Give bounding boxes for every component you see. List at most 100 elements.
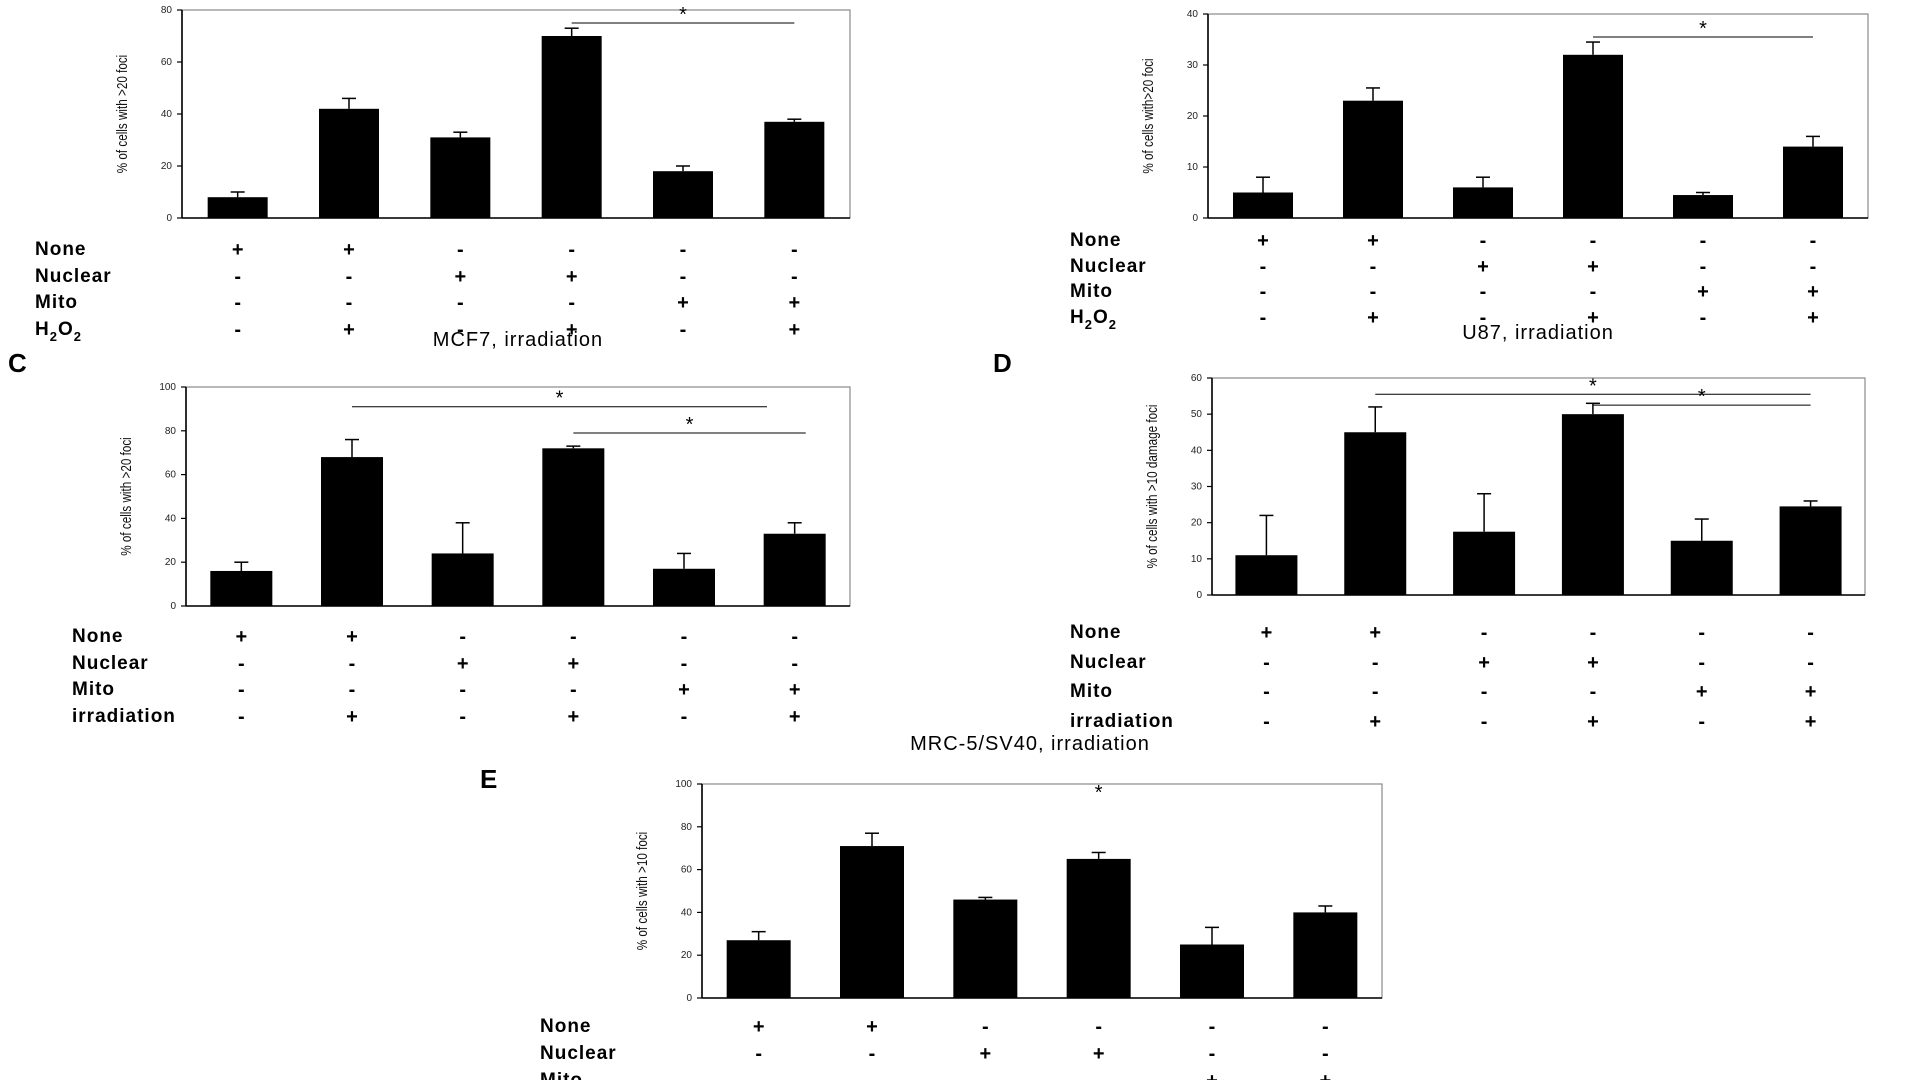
panel-b-y-tick-label: 40 <box>1187 9 1199 20</box>
panel-b-row-sign: - <box>1260 307 1267 329</box>
panel-d-row-sign: + <box>1805 681 1817 703</box>
panel-a-row-sign: + <box>454 266 466 288</box>
panel-a-row-label-part: O <box>58 319 74 340</box>
panel-c-row-sign: + <box>567 706 579 728</box>
panel-c-row-sign: - <box>570 626 577 648</box>
panel-b-y-tick-label: 30 <box>1187 60 1199 71</box>
panel-b-bar <box>1453 187 1513 218</box>
panel-d-y-tick-label: 30 <box>1191 482 1203 493</box>
panel-a-row-label-part: H <box>35 319 50 340</box>
panel-c-row-label: irradiation <box>72 706 176 727</box>
panel-d-row-sign: - <box>1807 622 1814 644</box>
panel-c-y-tick-label: 40 <box>165 513 177 524</box>
panel-c-significance-star: * <box>686 414 694 436</box>
panel-b-row-sign: + <box>1807 281 1819 303</box>
panel-d-row-sign: + <box>1369 711 1381 733</box>
panel-e-row-sign: - <box>1095 1016 1102 1038</box>
panel-b-y-tick-label: 10 <box>1187 162 1199 173</box>
panel-c-y-tick-label: 60 <box>165 470 177 481</box>
panel-b-row-sign: - <box>1700 230 1707 252</box>
panel-c-y-tick-label: 80 <box>165 426 177 437</box>
panel-a-row-sign: - <box>234 292 241 314</box>
panel-a-row-label-part: 2 <box>74 329 82 344</box>
panel-b-row-sign: + <box>1587 256 1599 278</box>
panel-a-row-sign: + <box>677 292 689 314</box>
panel-d-y-tick-label: 20 <box>1191 518 1203 529</box>
panel-e-y-tick-label: 100 <box>675 779 692 790</box>
panel-a-bar <box>764 121 825 218</box>
panel-d-row-sign: - <box>1590 622 1597 644</box>
panel-d: D 0 10 20 30 40 50 60 % of cells with >10 damag… <box>910 348 1866 755</box>
panel-a-row-sign: - <box>680 239 687 261</box>
panel-c-row-sign: - <box>459 679 466 701</box>
panel-a-y-tick-label: 20 <box>161 161 173 172</box>
panel-b-row-sign: - <box>1700 307 1707 329</box>
panel-d-row-sign: - <box>1807 652 1814 674</box>
panel-a-bar <box>207 197 268 218</box>
panel-d-row-sign: - <box>1263 711 1270 733</box>
panel-d-y-tick-label: 50 <box>1191 409 1203 420</box>
panel-b-row-sign: - <box>1700 256 1707 278</box>
panel-c-row-sign: - <box>791 626 798 648</box>
panel-c-row-sign: - <box>238 679 245 701</box>
panel-e-row-sign: - <box>1322 1016 1329 1038</box>
panel-a-row-sign: - <box>568 292 575 314</box>
panel-e-row-sign: + <box>1319 1070 1331 1080</box>
panel-b-caption: U87, irradiation <box>1462 322 1614 344</box>
panel-b-row-label-part: 2 <box>1085 317 1093 332</box>
panel-e-row-sign: + <box>979 1043 991 1065</box>
panel-d-row-sign: - <box>1481 681 1488 703</box>
panel-e-row-sign: - <box>1209 1043 1216 1065</box>
panel-d-row-sign: + <box>1587 711 1599 733</box>
panel-c-row-sign: + <box>346 626 358 648</box>
panel-d-row-sign: - <box>1698 622 1705 644</box>
panel-d-row-sign: - <box>1698 711 1705 733</box>
panel-e-row-sign: + <box>1206 1070 1218 1080</box>
panel-e-letter: E <box>480 764 497 794</box>
panel-b-row-sign: + <box>1477 256 1489 278</box>
panel-b-row-sign: + <box>1807 307 1819 329</box>
panel-b-row-sign: - <box>1260 256 1267 278</box>
panel-b-y-tick-label: 20 <box>1187 111 1199 122</box>
panel-c-row-label: None <box>72 626 124 647</box>
panel-c-y-tick-label: 100 <box>159 382 176 393</box>
panel-d-row-sign: + <box>1261 622 1273 644</box>
panel-d-row-sign: - <box>1590 681 1597 703</box>
panel-a-y-tick-label: 0 <box>166 213 172 224</box>
panel-d-row-label: Mito <box>1070 681 1113 702</box>
panel-a-y-tick-label: 60 <box>161 57 173 68</box>
panel-c-row-sign: - <box>238 653 245 675</box>
panel-c-row-sign: + <box>235 626 247 648</box>
panel-a-row-sign: + <box>343 239 355 261</box>
panel-c-bar <box>542 448 605 606</box>
panel-b-row-sign: - <box>1370 281 1377 303</box>
panel-b-row-label-part: 2 <box>1109 317 1117 332</box>
panel-c-row-sign: + <box>789 706 801 728</box>
panel-d-row-sign: - <box>1481 711 1488 733</box>
panel-e-y-axis-label: % of cells with >10 foci <box>634 832 651 951</box>
panel-d-letter: D <box>993 348 1012 378</box>
panel-b-row-sign: + <box>1257 230 1269 252</box>
panel-c-bar <box>431 553 494 606</box>
panel-b-row-sign: + <box>1367 230 1379 252</box>
panel-b-row-sign: + <box>1587 307 1599 329</box>
panel-e-bar <box>1180 944 1244 998</box>
panel-d-row-label: Nuclear <box>1070 652 1147 673</box>
panel-b-row-sign: + <box>1367 307 1379 329</box>
panel-c-row-sign: - <box>459 706 466 728</box>
panel-d-row-sign: - <box>1263 652 1270 674</box>
panel-d-row-sign: - <box>1698 652 1705 674</box>
panel-d-row-sign: - <box>1481 622 1488 644</box>
panel-b-bar <box>1343 100 1403 218</box>
panel-d-y-tick-label: 0 <box>1196 590 1202 601</box>
panel-e-y-tick-label: 20 <box>681 950 693 961</box>
panel-a-row-sign: - <box>791 266 798 288</box>
panel-d-y-tick-label: 60 <box>1191 373 1203 384</box>
panel-c-row-sign: + <box>346 706 358 728</box>
panel-e-row-sign: - <box>1209 1016 1216 1038</box>
panel-c-bar <box>210 570 273 606</box>
panel-b-bar <box>1563 54 1623 218</box>
panel-d-row-label: irradiation <box>1070 711 1174 732</box>
panel-d-bar <box>1779 506 1842 595</box>
panel-a-row-sign: + <box>232 239 244 261</box>
